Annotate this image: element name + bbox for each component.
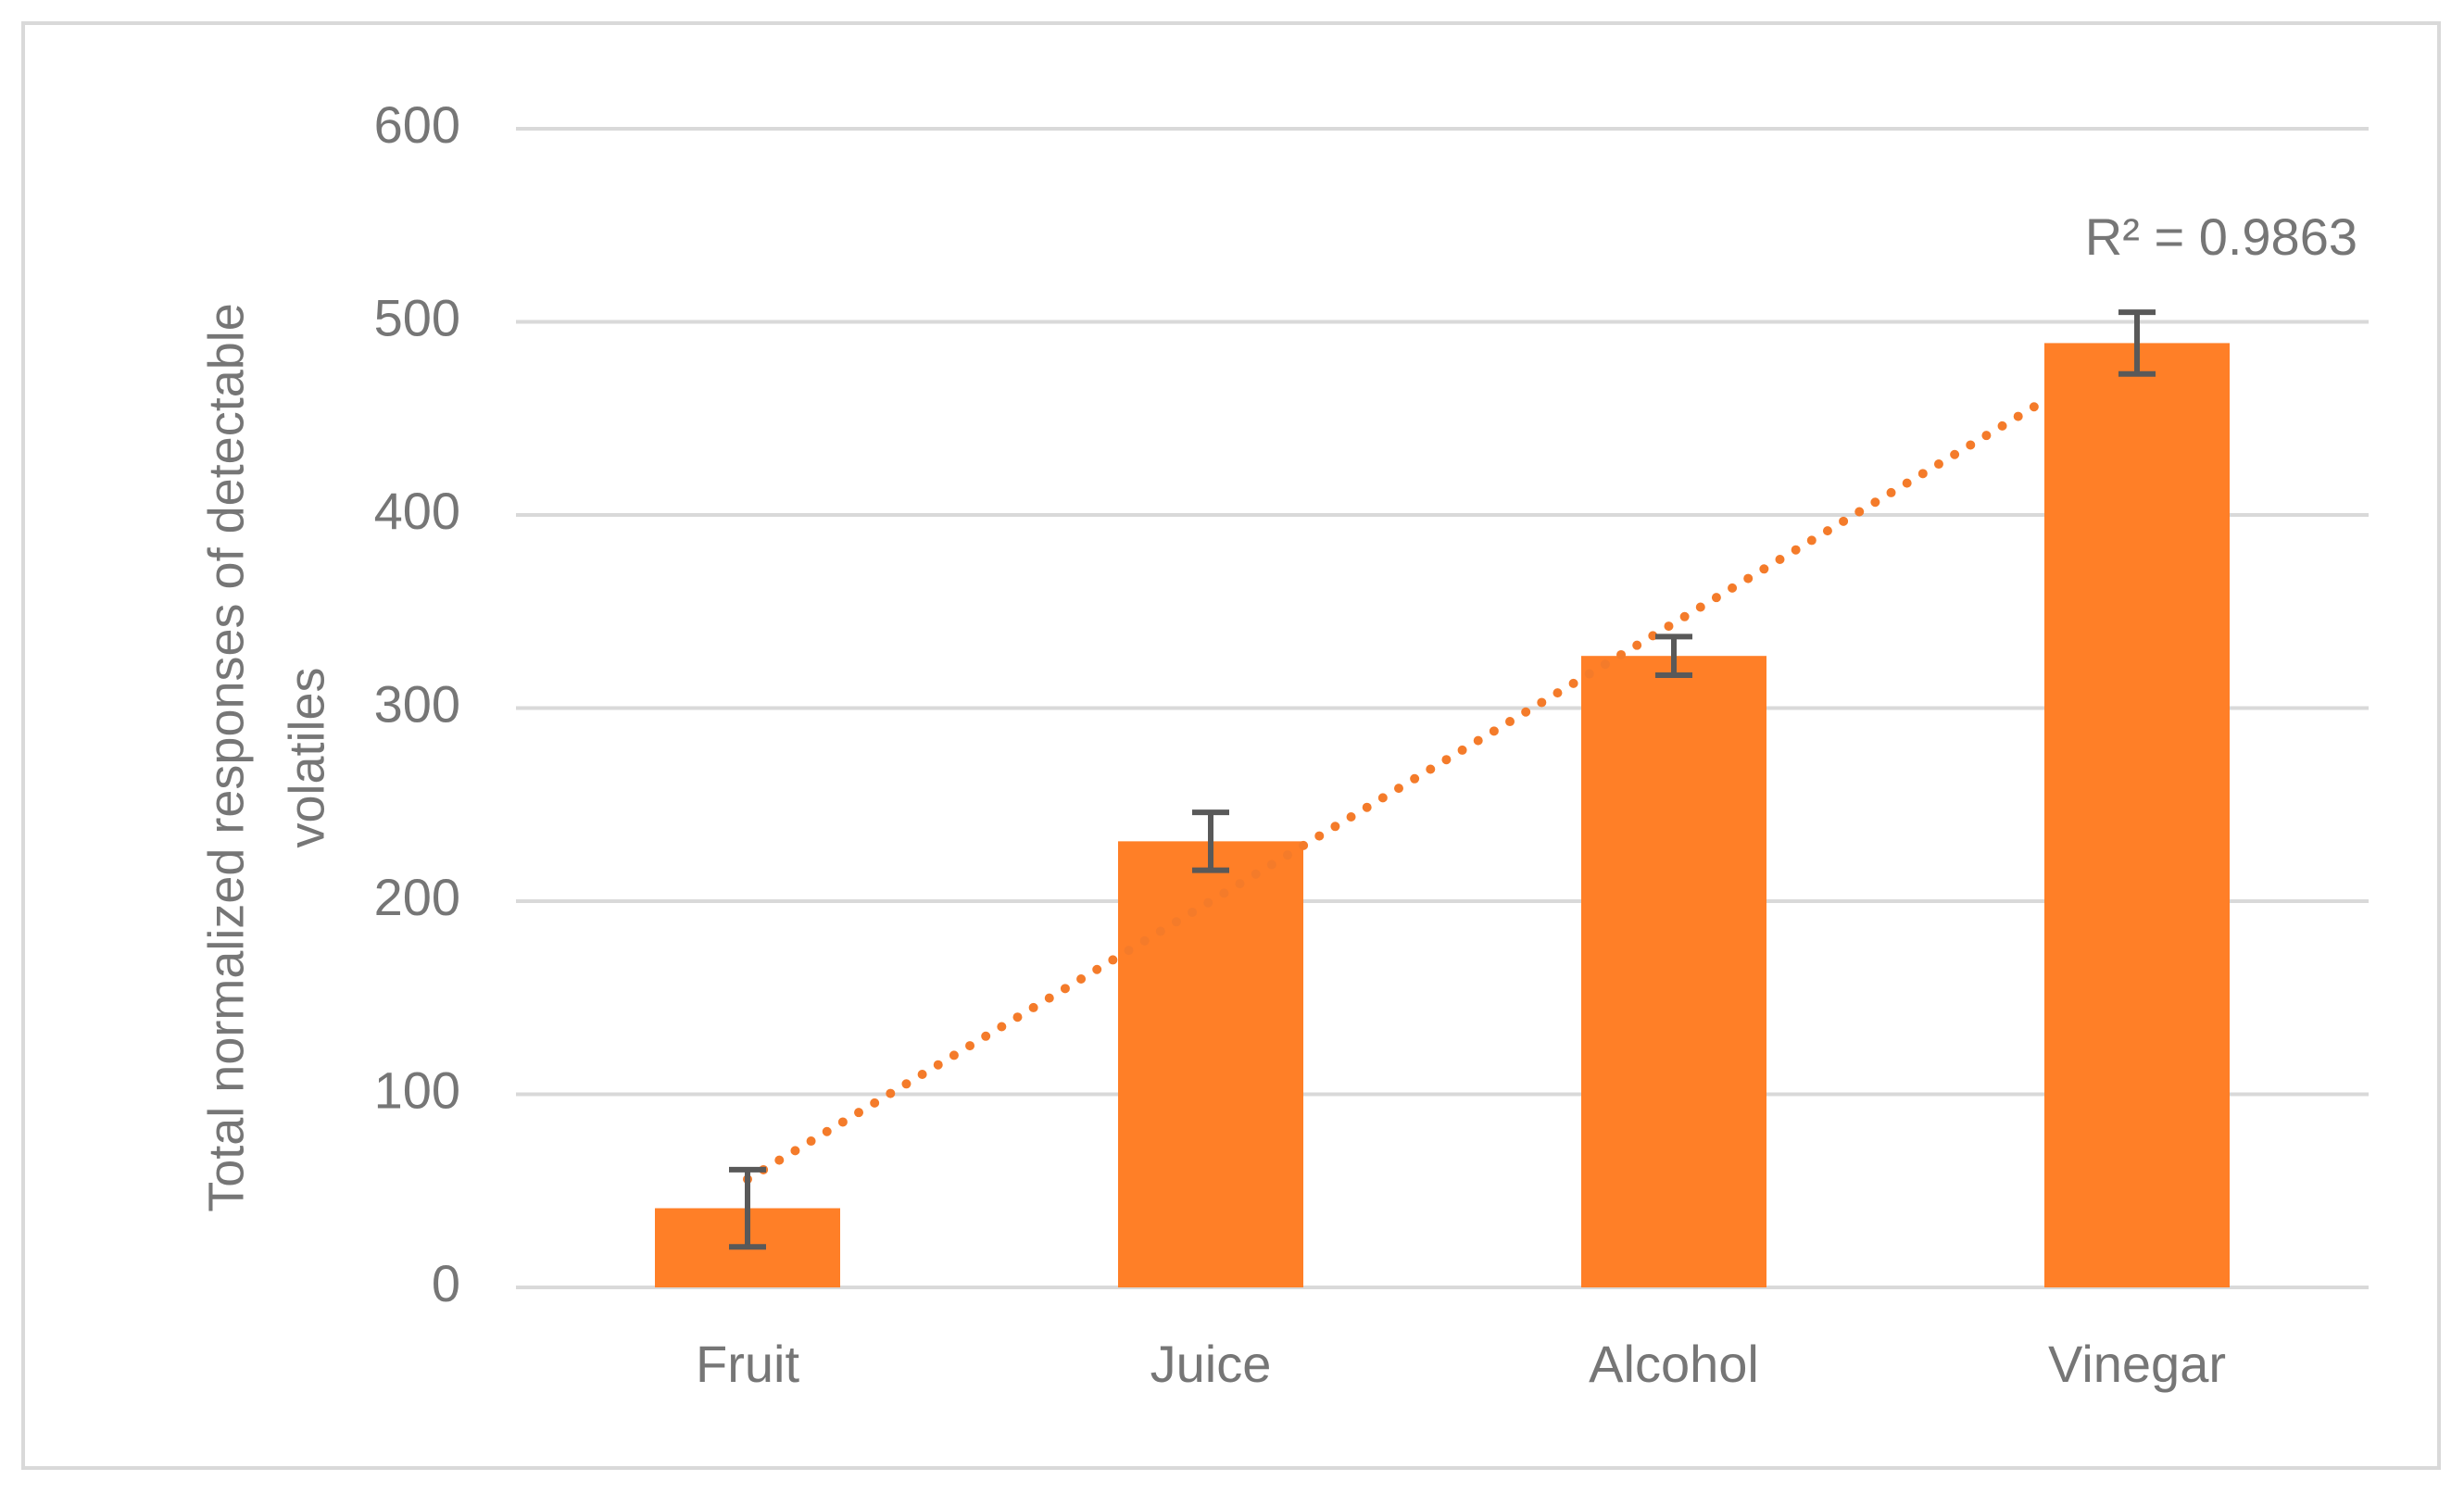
bar bbox=[1118, 841, 1303, 1287]
y-axis-title: Total normalized responses of detectable bbox=[198, 303, 254, 1212]
x-tick-label: Vinegar bbox=[2048, 1335, 2226, 1393]
trendline bbox=[743, 395, 2049, 1185]
y-tick-label: 300 bbox=[374, 674, 460, 733]
y-tick-label: 500 bbox=[374, 288, 460, 346]
x-tick-label: Fruit bbox=[696, 1335, 799, 1393]
bar bbox=[2044, 343, 2230, 1287]
bar bbox=[1581, 656, 1766, 1287]
y-tick-label: 600 bbox=[374, 95, 460, 154]
y-axis-title: volatiles bbox=[279, 667, 334, 847]
y-tick-label: 100 bbox=[374, 1060, 460, 1119]
y-tick-label: 0 bbox=[432, 1254, 460, 1312]
x-tick-label: Alcohol bbox=[1589, 1335, 1759, 1393]
y-tick-label: 400 bbox=[374, 482, 460, 540]
trendline-annotation: R² = 0.9863 bbox=[2085, 207, 2357, 266]
y-tick-label: 200 bbox=[374, 868, 460, 926]
x-tick-label: Juice bbox=[1150, 1335, 1272, 1393]
